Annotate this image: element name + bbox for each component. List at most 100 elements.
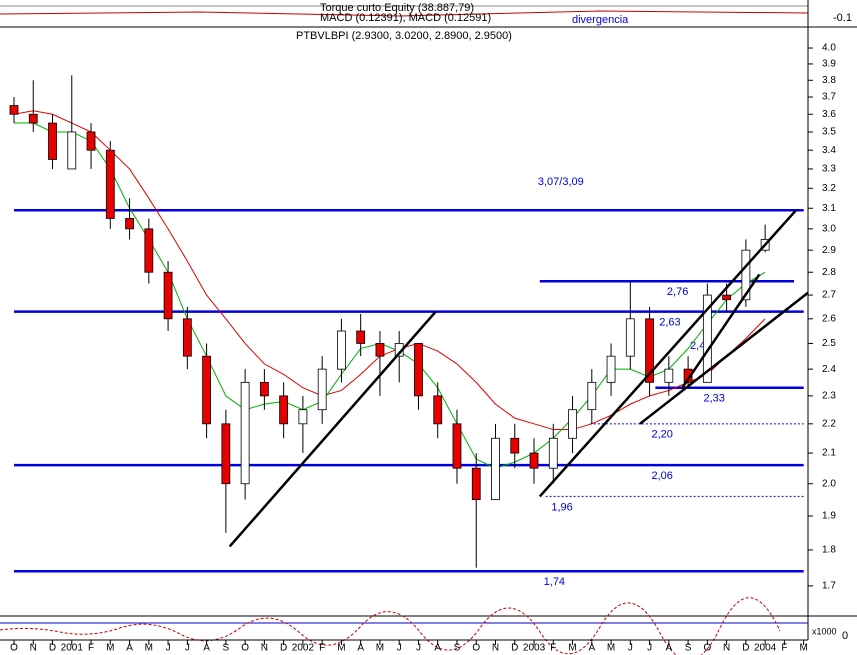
y-tick-label: 3.5 [822, 127, 836, 138]
candle-body [375, 343, 385, 357]
candle-body [182, 318, 192, 357]
x-tick-label: A [126, 643, 133, 654]
x-tick-label: M [568, 643, 576, 654]
x-tick-label: D [49, 643, 56, 654]
candle-body [125, 218, 134, 230]
candle-body [259, 381, 269, 397]
y-tick-label: 2.5 [822, 338, 836, 349]
x-tick-label: M [145, 643, 153, 654]
x-tick-label: J [628, 643, 633, 654]
x-tick-label: D [742, 643, 749, 654]
x-tick-label: O [10, 643, 18, 654]
x-tick-label: 2002 [292, 643, 315, 654]
x-tick-label: J [397, 643, 402, 654]
macd-scale: -0.1 [833, 12, 852, 24]
candle-body [433, 395, 443, 425]
level-label: 2,63 [659, 317, 680, 329]
trendline [538, 209, 797, 498]
volume-curve [0, 597, 781, 655]
candle-body [414, 343, 423, 397]
level-label: 1,74 [544, 576, 565, 588]
candle-body [337, 330, 346, 370]
x-tick-label: M [376, 643, 384, 654]
candle-body [105, 149, 115, 219]
volume-zero: 0 [842, 630, 848, 642]
candle-body [86, 131, 96, 151]
y-tick-label: 2.7 [822, 290, 836, 301]
y-tick-label: 1.9 [822, 511, 836, 522]
x-tick-label: J [185, 643, 190, 654]
y-tick-label: 2.6 [822, 313, 836, 324]
candle-body [568, 409, 577, 439]
x-tick-label: A [588, 643, 595, 654]
x-tick-label: N [723, 643, 730, 654]
x-tick-label: F [781, 643, 787, 654]
candle-body [683, 368, 693, 383]
candle-body [491, 437, 500, 501]
x-tick-label: O [703, 643, 711, 654]
candle-body [279, 395, 289, 425]
trendline [228, 310, 437, 548]
chart-title: PTBVLBPI (2.9300, 3.0200, 2.8900, 2.9500… [296, 30, 512, 42]
candle-body [510, 437, 520, 454]
y-tick-label: 2.4 [822, 364, 836, 375]
x-tick-label: D [511, 643, 518, 654]
level-label: 2,20 [652, 429, 673, 441]
candle-body [529, 452, 539, 469]
candle-body [298, 409, 308, 425]
x-tick-label: O [241, 643, 249, 654]
y-tick-label: 2.2 [822, 418, 836, 429]
x-tick-label: J [166, 643, 171, 654]
divergence-label: divergencia [572, 14, 629, 26]
x-tick-label: M [607, 643, 615, 654]
x-tick-label: J [416, 643, 421, 654]
candle-body [664, 368, 674, 383]
y-tick-label: 1.8 [822, 545, 836, 556]
candle-body [240, 381, 250, 485]
trendline [681, 273, 761, 389]
x-tick-label: N [30, 643, 37, 654]
candle-body [163, 271, 173, 320]
x-tick-label: 2004 [754, 643, 777, 654]
x-tick-label: D [280, 643, 287, 654]
x-tick-label: 2003 [523, 643, 546, 654]
y-tick-label: 2.1 [822, 448, 836, 459]
volume-unit: x1000 [812, 626, 837, 636]
x-tick-label: F [319, 643, 325, 654]
candle-body [722, 294, 732, 301]
y-tick-label: 1.7 [822, 581, 836, 592]
x-tick-label: A [666, 643, 673, 654]
level-label: 2,76 [667, 286, 688, 298]
moving-average [13, 110, 766, 431]
candle-body [452, 423, 462, 469]
y-tick-label: 3.7 [822, 92, 836, 103]
level-label: 3,07/3,09 [538, 176, 584, 188]
x-tick-label: 2001 [61, 643, 84, 654]
x-tick-label: S [454, 643, 461, 654]
candle-body [625, 318, 635, 357]
x-tick-label: S [223, 643, 230, 654]
candle-body [702, 294, 712, 383]
y-tick-label: 3.0 [822, 223, 836, 234]
candle-body [356, 330, 366, 344]
x-tick-label: M [337, 643, 345, 654]
candle-body [587, 381, 597, 411]
y-tick-label: 3.2 [822, 183, 836, 194]
candle-body [28, 113, 38, 124]
x-tick-label: N [261, 643, 268, 654]
candle-body [48, 122, 57, 160]
candle-body [471, 467, 481, 501]
trendline [639, 291, 809, 425]
y-tick-label: 3.6 [822, 109, 836, 120]
y-tick-label: 2.9 [822, 245, 836, 256]
y-tick-label: 2.0 [822, 478, 836, 489]
x-tick-label: S [685, 643, 692, 654]
candle-body [645, 318, 654, 383]
y-tick-label: 3.3 [822, 164, 836, 175]
y-tick-label: 3.1 [822, 203, 836, 214]
macd-label: MACD (0.12391), MACD (0.12591) [320, 12, 491, 24]
x-tick-label: J [647, 643, 652, 654]
y-tick-label: 2.8 [822, 267, 836, 278]
